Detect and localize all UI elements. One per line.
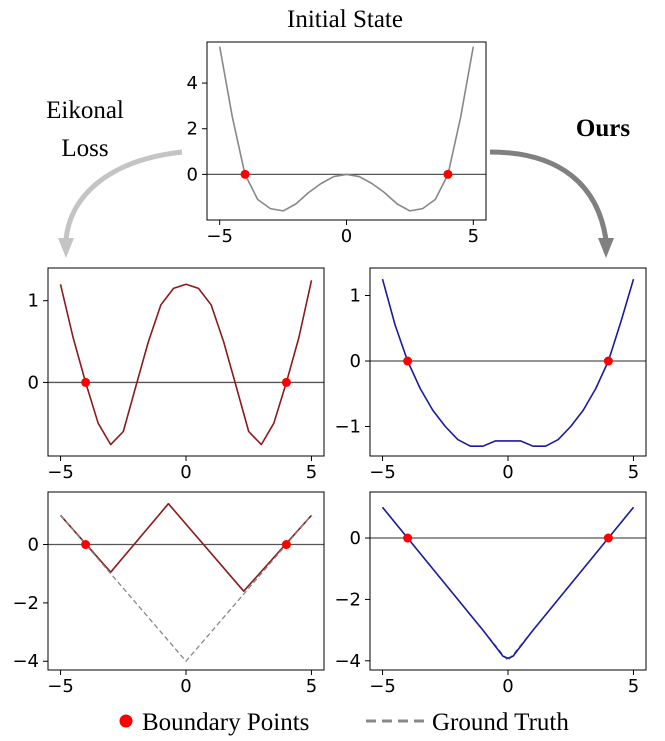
plot-frame [47,491,325,671]
y-tick-label: 0 [187,164,198,185]
arrow-to-ours [489,149,614,258]
chart-ours-bottom: −5 0 5 −4 −2 0 [334,491,647,697]
x-tick-label: 5 [468,226,479,247]
boundary-point [443,169,453,179]
boundary-point [403,533,413,543]
chart-initial-state: −5 0 5 0 2 4 [187,41,487,247]
x-tick-label: 5 [306,462,317,483]
arrow-to-eikonal [58,149,183,258]
x-tick-label: 0 [341,226,352,247]
x-tick-label: −5 [369,676,396,697]
boundary-point [281,377,291,387]
legend-ground-truth-label: Ground Truth [432,709,569,736]
boundary-point [81,540,91,550]
series-line-1 [381,506,635,660]
y-tick-label: 0 [28,535,39,556]
plot-frame [47,267,325,457]
y-tick-label: 0 [350,528,361,549]
chart-eikonal-bottom: −5 0 5 −4 −2 0 [12,491,325,697]
chart-eikonal-top: −5 0 5 0 1 [28,267,325,483]
y-tick-label: −2 [334,589,361,610]
y-tick-label: 1 [28,291,39,312]
boundary-point [403,356,413,366]
y-tick-label: −1 [334,417,361,438]
plot-frame [206,41,487,221]
y-tick-label: 1 [350,286,361,307]
boundary-point [281,540,291,550]
legend-boundary-marker [119,714,133,728]
initial-state-title: Initial State [287,6,403,33]
boundary-point [240,169,250,179]
series-line-0 [218,46,475,212]
x-tick-label: 5 [628,462,639,483]
series-line-0 [59,280,313,446]
series-line-0 [59,502,313,593]
eikonal-label-line2: Loss [61,135,108,162]
legend: Boundary Points Ground Truth [119,709,569,736]
y-tick-label: −2 [12,593,39,614]
x-tick-label: −5 [369,462,396,483]
plot-frame [369,491,647,671]
x-tick-label: 0 [180,676,191,697]
y-tick-label: 0 [28,372,39,393]
x-tick-label: −5 [47,676,74,697]
ground-truth-line [60,514,312,662]
x-tick-label: −5 [206,226,233,247]
eikonal-label-line1: Eikonal [46,97,124,124]
x-tick-label: 0 [180,462,191,483]
y-tick-label: 2 [187,119,198,140]
x-tick-label: 0 [502,462,513,483]
ground-truth-line [381,506,635,662]
y-tick-label: 4 [187,73,198,94]
y-tick-label: −4 [334,651,361,672]
boundary-point [603,356,613,366]
boundary-point [81,377,91,387]
chart-ours-top: −5 0 5 −1 0 1 [334,267,647,483]
series-line-0 [381,278,635,448]
legend-boundary-label: Boundary Points [142,709,309,736]
x-tick-label: −5 [47,462,74,483]
ours-label: Ours [576,115,630,142]
y-tick-label: −4 [12,651,39,672]
boundary-point [603,533,613,543]
x-tick-label: 0 [502,676,513,697]
x-tick-label: 5 [628,676,639,697]
y-tick-label: 0 [350,351,361,372]
x-tick-label: 5 [306,676,317,697]
